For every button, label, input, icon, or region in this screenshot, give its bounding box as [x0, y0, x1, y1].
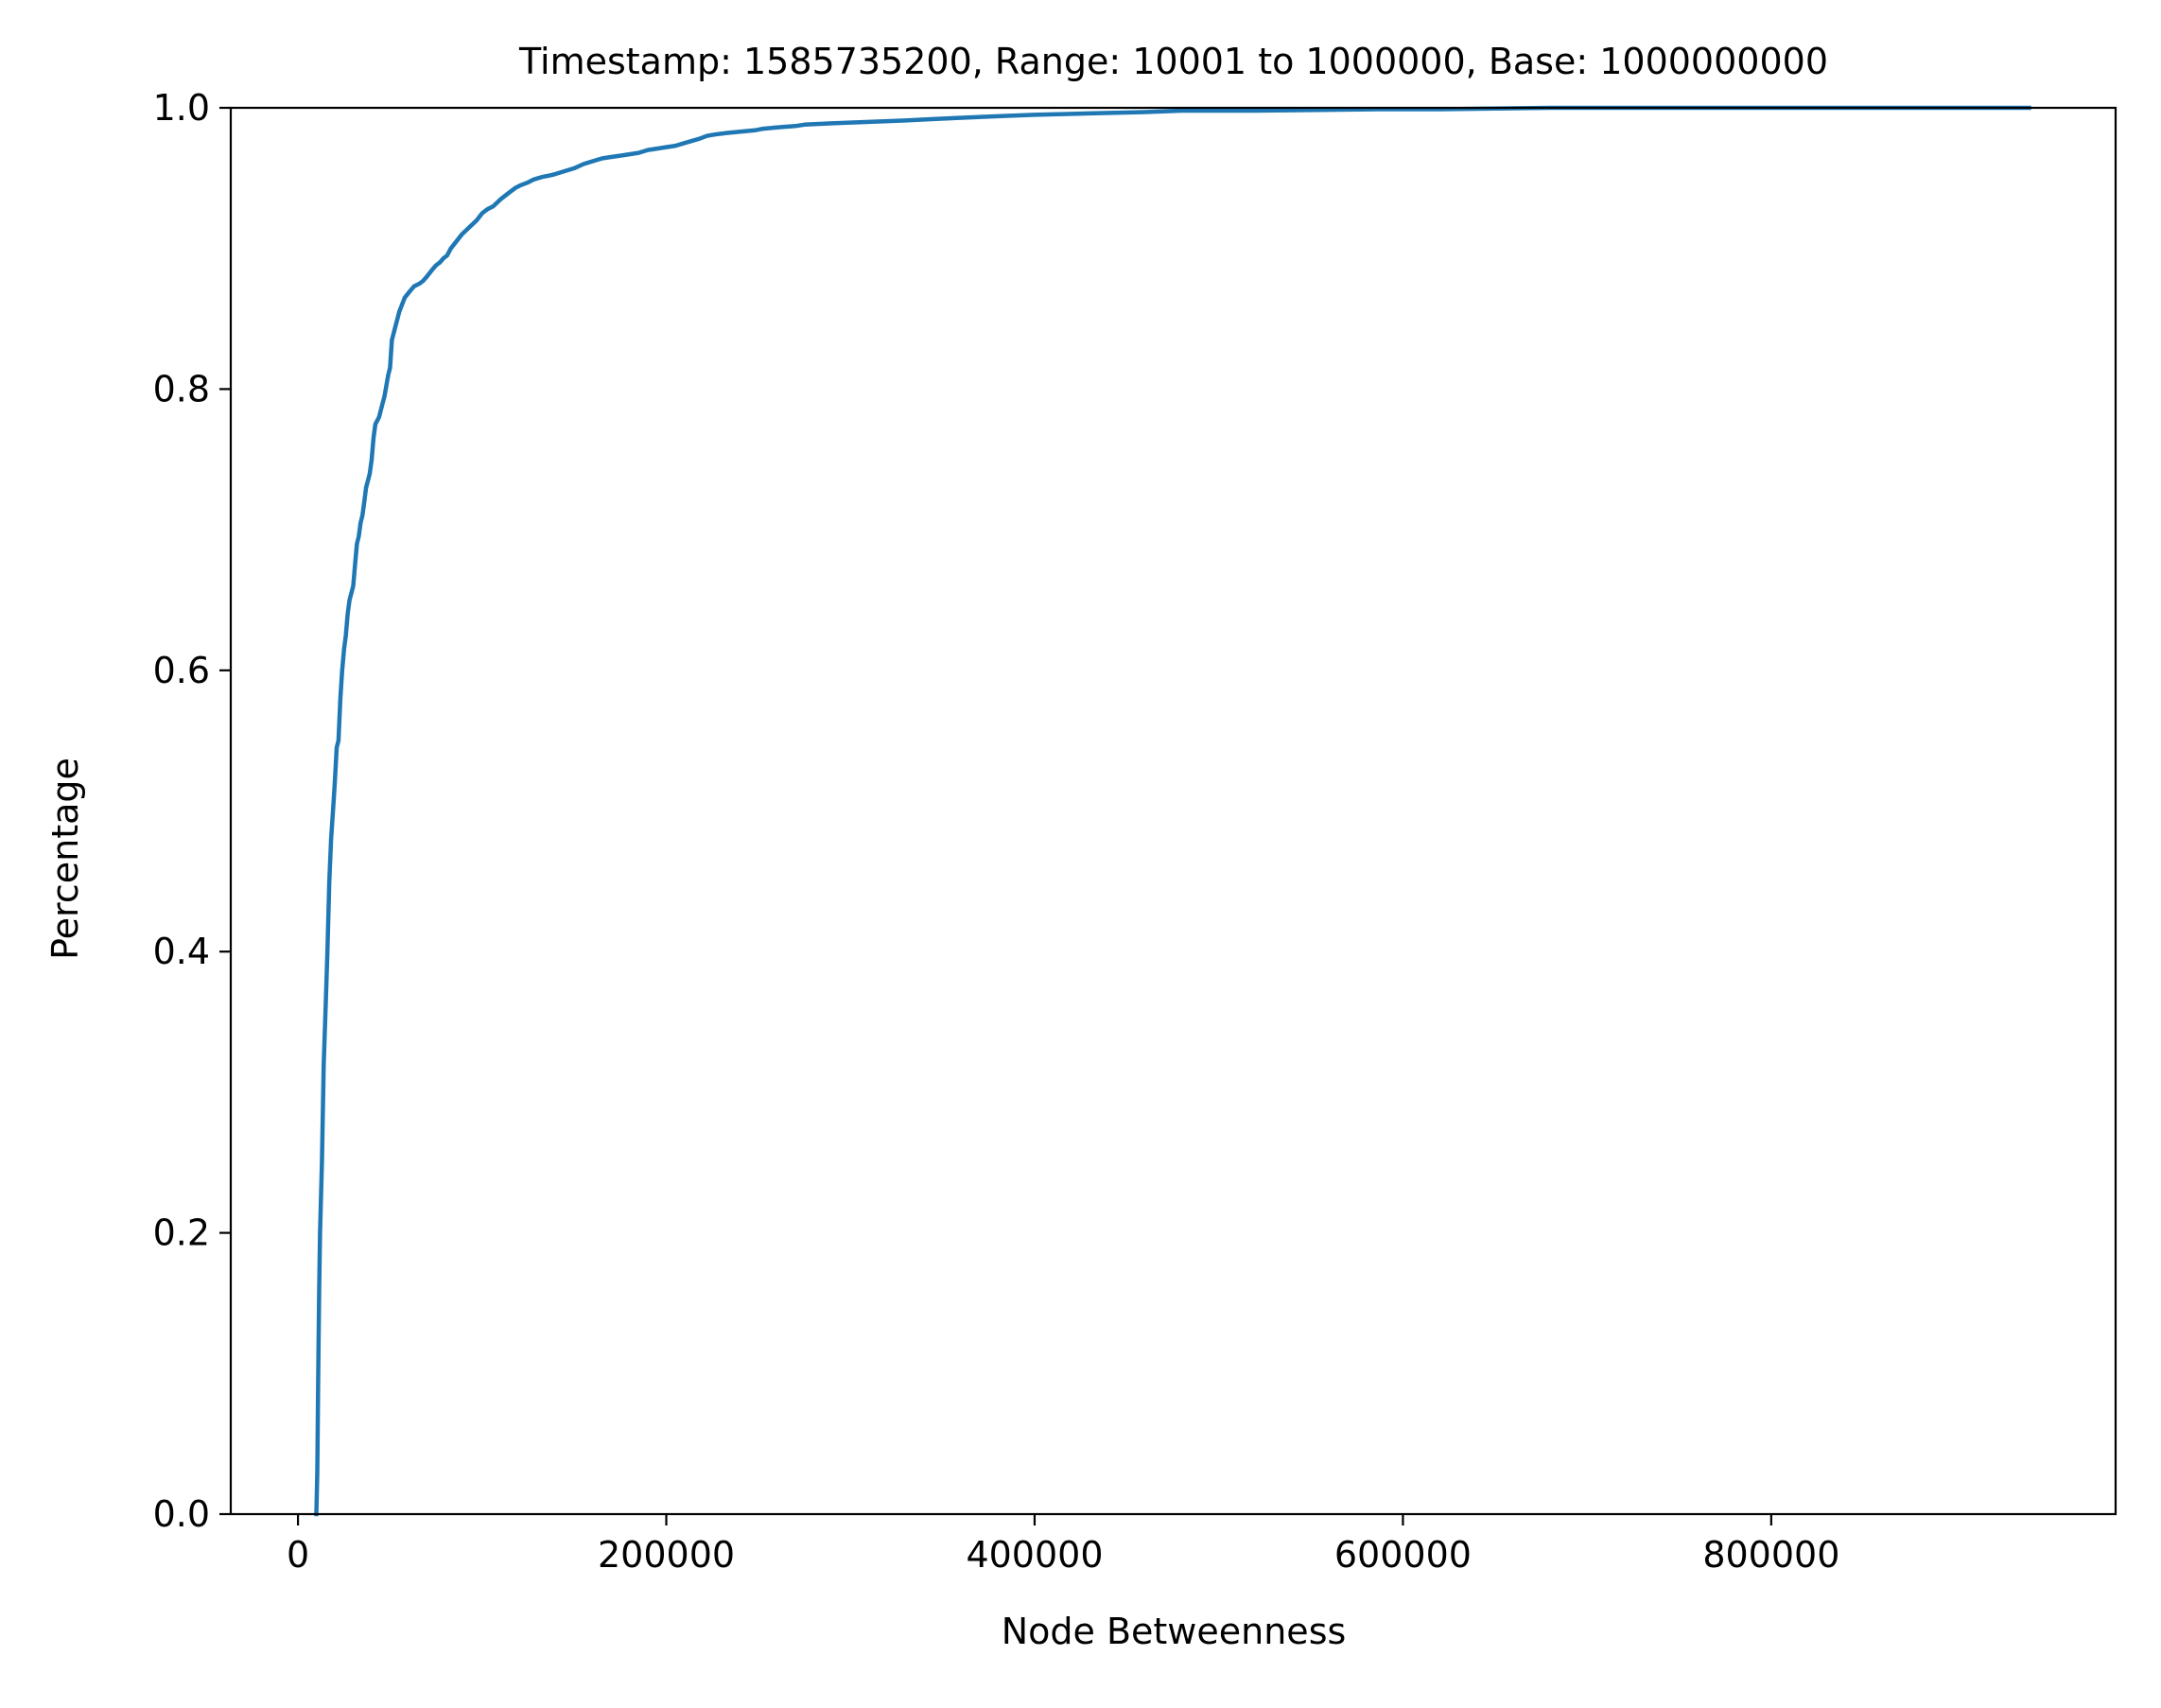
y-tick-label: 1.0 — [153, 87, 210, 129]
series-line-0 — [314, 105, 2031, 1517]
chart-title: Timestamp: 1585735200, Range: 10001 to 1… — [518, 41, 1828, 82]
x-tick-label: 800000 — [1702, 1534, 1839, 1576]
y-tick-label: 0.6 — [153, 650, 210, 691]
x-tick-label: 600000 — [1334, 1534, 1472, 1576]
y-axis-label: Percentage — [44, 758, 86, 960]
y-tick-label: 0.8 — [153, 368, 210, 410]
y-tick-label: 0.0 — [153, 1493, 210, 1535]
x-tick-label: 200000 — [598, 1534, 735, 1576]
plot-area — [229, 105, 2117, 1517]
y-tick-label: 0.2 — [153, 1212, 210, 1254]
y-tick-label: 0.4 — [153, 931, 210, 972]
x-tick-label: 400000 — [966, 1534, 1103, 1576]
axes-frame — [229, 106, 2117, 1516]
x-axis-label: Node Betweenness — [1002, 1611, 1347, 1652]
x-tick-label: 0 — [287, 1534, 309, 1576]
x-axis: 0 200000 400000 600000 800000 — [287, 1514, 1839, 1576]
y-axis: 0.0 0.2 0.4 0.6 0.8 1.0 — [153, 87, 231, 1535]
